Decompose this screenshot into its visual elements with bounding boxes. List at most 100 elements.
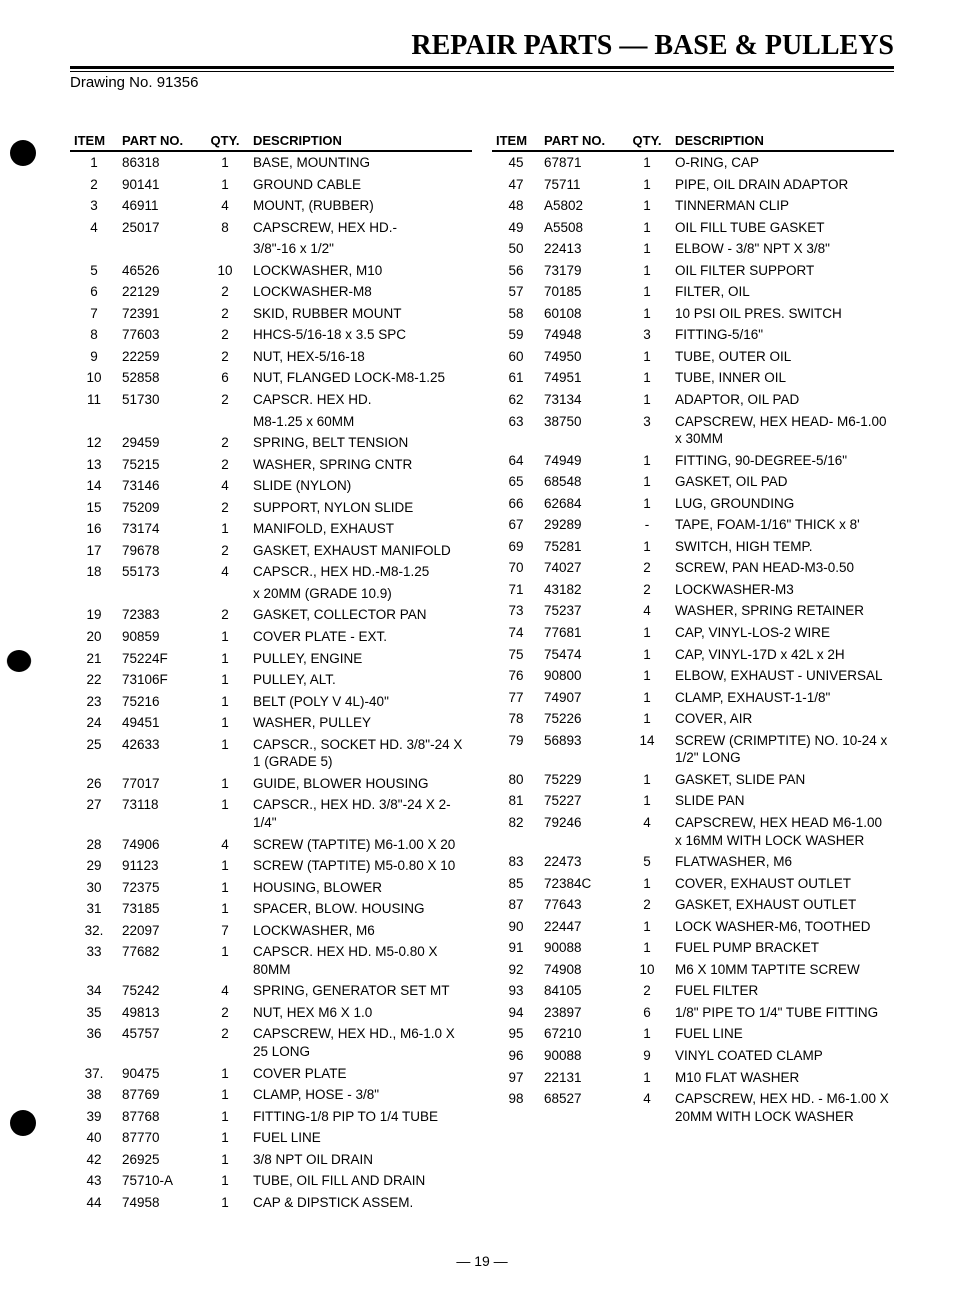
- desc-cell: LOCKWASHER-M3: [671, 579, 894, 601]
- table-row: 24494511WASHER, PULLEY: [70, 712, 472, 734]
- desc-cell: CLAMP, EXHAUST-1-1/8": [671, 687, 894, 709]
- desc-cell: SPRING, BELT TENSION: [249, 432, 472, 454]
- table-row: 30723751HOUSING, BLOWER: [70, 877, 472, 899]
- table-row: 795689314SCREW (CRIMPTITE) NO. 10-24 x 1…: [492, 730, 894, 769]
- desc-cell: x 20MM (GRADE 10.9): [249, 583, 472, 605]
- desc-cell: PULLEY, ALT.: [249, 669, 472, 691]
- part-cell: 23897: [540, 1002, 623, 1024]
- item-cell: 21: [70, 648, 118, 670]
- table-row: 74776811CAP, VINYL-LOS-2 WIRE: [492, 622, 894, 644]
- desc-cell: SWITCH, HIGH TEMP.: [671, 536, 894, 558]
- part-cell: 91123: [118, 855, 201, 877]
- drawing-number: Drawing No. 91356: [70, 71, 894, 91]
- table-row: 8776032HHCS-5/16-18 x 3.5 SPC: [70, 324, 472, 346]
- qty-cell: 2: [623, 894, 671, 916]
- table-row: 61749511TUBE, INNER OIL: [492, 367, 894, 389]
- desc-cell: 3/8"-16 x 1/2": [249, 238, 472, 260]
- qty-cell: 4: [201, 475, 249, 497]
- desc-cell: SUPPORT, NYLON SLIDE: [249, 497, 472, 519]
- table-row: 66626841LUG, GROUNDING: [492, 493, 894, 515]
- table-row: 3469114MOUNT, (RUBBER): [70, 195, 472, 217]
- desc-cell: FUEL LINE: [671, 1023, 894, 1045]
- item-cell: 34: [70, 980, 118, 1002]
- item-cell: 97: [492, 1067, 540, 1089]
- part-cell: 75216: [118, 691, 201, 713]
- table-row: 422692513/8 NPT OIL DRAIN: [70, 1149, 472, 1171]
- desc-cell: SCREW (TAPTITE) M6-1.00 X 20: [249, 834, 472, 856]
- table-row: 64749491FITTING, 90-DEGREE-5/16": [492, 450, 894, 472]
- part-cell: 74027: [540, 557, 623, 579]
- header-qty: QTY.: [201, 131, 249, 151]
- qty-cell: 1: [623, 873, 671, 895]
- item-cell: 18: [70, 561, 118, 583]
- part-cell: 73106F: [118, 669, 201, 691]
- qty-cell: 1: [201, 734, 249, 773]
- desc-cell: PULLEY, ENGINE: [249, 648, 472, 670]
- qty-cell: 1: [623, 769, 671, 791]
- table-row: 45678711O-RING, CAP: [492, 151, 894, 174]
- desc-cell: 3/8 NPT OIL DRAIN: [249, 1149, 472, 1171]
- part-cell: 75226: [540, 708, 623, 730]
- part-cell: 75711: [540, 174, 623, 196]
- qty-cell: 4: [623, 812, 671, 851]
- item-cell: 63: [492, 411, 540, 450]
- part-cell: 62684: [540, 493, 623, 515]
- desc-cell: WASHER, SPRING CNTR: [249, 454, 472, 476]
- qty-cell: 2: [201, 1023, 249, 1062]
- qty-cell: 1: [623, 622, 671, 644]
- part-cell: 67871: [540, 151, 623, 174]
- qty-cell: 2: [201, 389, 249, 411]
- item-cell: 80: [492, 769, 540, 791]
- desc-cell: CAPSCREW, HEX HD.-: [249, 217, 472, 239]
- table-row: 2901411GROUND CABLE: [70, 174, 472, 196]
- item-cell: 20: [70, 626, 118, 648]
- qty-cell: 1: [201, 1170, 249, 1192]
- desc-cell: HOUSING, BLOWER: [249, 877, 472, 899]
- part-cell: 22447: [540, 916, 623, 938]
- part-cell: 73179: [540, 260, 623, 282]
- desc-cell: GASKET, EXHAUST OUTLET: [671, 894, 894, 916]
- desc-cell: FUEL FILTER: [671, 980, 894, 1002]
- part-cell: 74951: [540, 367, 623, 389]
- item-cell: 71: [492, 579, 540, 601]
- table-row: 23752161BELT (POLY V 4L)-40": [70, 691, 472, 713]
- table-row: 57701851FILTER, OIL: [492, 281, 894, 303]
- part-cell: 51730: [118, 389, 201, 411]
- desc-cell: CAPSCREW, HEX HD., M6-1.0 X 25 LONG: [249, 1023, 472, 1062]
- item-cell: 13: [70, 454, 118, 476]
- item-cell: 93: [492, 980, 540, 1002]
- table-row: 2175224F1PULLEY, ENGINE: [70, 648, 472, 670]
- part-cell: 77017: [118, 773, 201, 795]
- part-cell: 25017: [118, 217, 201, 239]
- part-cell: 86318: [118, 151, 201, 174]
- part-cell: 73134: [540, 389, 623, 411]
- part-cell: 38750: [540, 411, 623, 450]
- table-row: 4375710-A1TUBE, OIL FILL AND DRAIN: [70, 1170, 472, 1192]
- qty-cell: 1: [201, 626, 249, 648]
- table-row: 6729289-TAPE, FOAM-1/16" THICK x 8': [492, 514, 894, 536]
- table-row: 7723912SKID, RUBBER MOUNT: [70, 303, 472, 325]
- desc-cell: CAPSCREW, HEX HEAD- M6-1.00 x 30MM: [671, 411, 894, 450]
- item-cell: 78: [492, 708, 540, 730]
- table-row: 59749483FITTING-5/16": [492, 324, 894, 346]
- item-cell: 87: [492, 894, 540, 916]
- qty-cell: 1: [623, 708, 671, 730]
- part-cell: 73118: [118, 794, 201, 833]
- part-cell: 79678: [118, 540, 201, 562]
- binder-hole-dot: [10, 1110, 36, 1136]
- table-row: 15752092SUPPORT, NYLON SLIDE: [70, 497, 472, 519]
- qty-cell: 1: [623, 536, 671, 558]
- item-cell: 75: [492, 644, 540, 666]
- table-row: 5860108110 PSI OIL PRES. SWITCH: [492, 303, 894, 325]
- qty-cell: 1: [201, 1192, 249, 1214]
- table-row: 93841052FUEL FILTER: [492, 980, 894, 1002]
- item-cell: 91: [492, 937, 540, 959]
- qty-cell: 1: [623, 937, 671, 959]
- table-row: 19723832GASKET, COLLECTOR PAN: [70, 604, 472, 626]
- parts-table-left: ITEM PART NO. QTY. DESCRIPTION 1863181BA…: [70, 131, 472, 1213]
- item-cell: 25: [70, 734, 118, 773]
- part-cell: 74908: [540, 959, 623, 981]
- part-cell: 72391: [118, 303, 201, 325]
- table-row: 34752424SPRING, GENERATOR SET MT: [70, 980, 472, 1002]
- qty-cell: 1: [623, 493, 671, 515]
